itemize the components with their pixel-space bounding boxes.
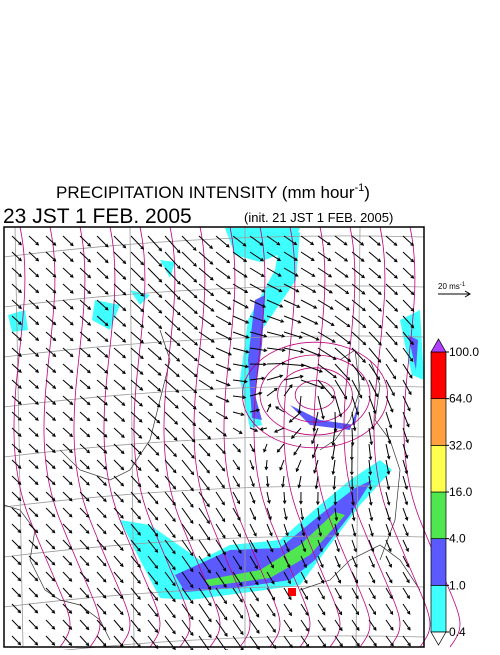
wind-scale-superscript: -1: [460, 282, 466, 288]
colorbar-label: 1.0: [449, 578, 466, 592]
colorbar-label: 100.0: [449, 345, 479, 359]
title-superscript: -1: [355, 182, 365, 194]
colorbar-over: [431, 339, 446, 352]
colorbar-segment: [431, 492, 446, 539]
wind-scale-text: 20 ms: [438, 282, 460, 291]
colorbar-label: 64.0: [449, 392, 473, 406]
colorbar-label: 0.4: [449, 625, 466, 639]
colorbar-under: [431, 632, 446, 645]
wind-scale-label: 20 ms-1: [438, 282, 466, 291]
colorbar-segment: [431, 445, 446, 492]
colorbar-segment: [431, 399, 446, 446]
init-time: (init. 21 JST 1 FEB. 2005): [244, 210, 393, 225]
wind-arrow: [267, 363, 285, 364]
colorbar-label: 4.0: [449, 532, 466, 546]
wind-scale: 20 ms-1: [438, 282, 470, 297]
valid-time: 23 JST 1 FEB. 2005: [3, 205, 192, 228]
colorbar-segment: [431, 585, 446, 632]
title-text: PRECIPITATION INTENSITY (mm hour: [56, 183, 355, 202]
colorbar-label: 16.0: [449, 485, 473, 499]
title: PRECIPITATION INTENSITY (mm hour-1): [56, 182, 370, 202]
title-close: ): [364, 183, 370, 202]
colorbar: 0.4 1.0 4.0 16.0 32.0 64.0 100.0: [431, 339, 479, 645]
colorbar-segment: [431, 352, 446, 399]
colorbar-label: 32.0: [449, 438, 473, 452]
precip-area: [288, 588, 296, 596]
colorbar-segment: [431, 539, 446, 586]
map: [4, 227, 460, 650]
